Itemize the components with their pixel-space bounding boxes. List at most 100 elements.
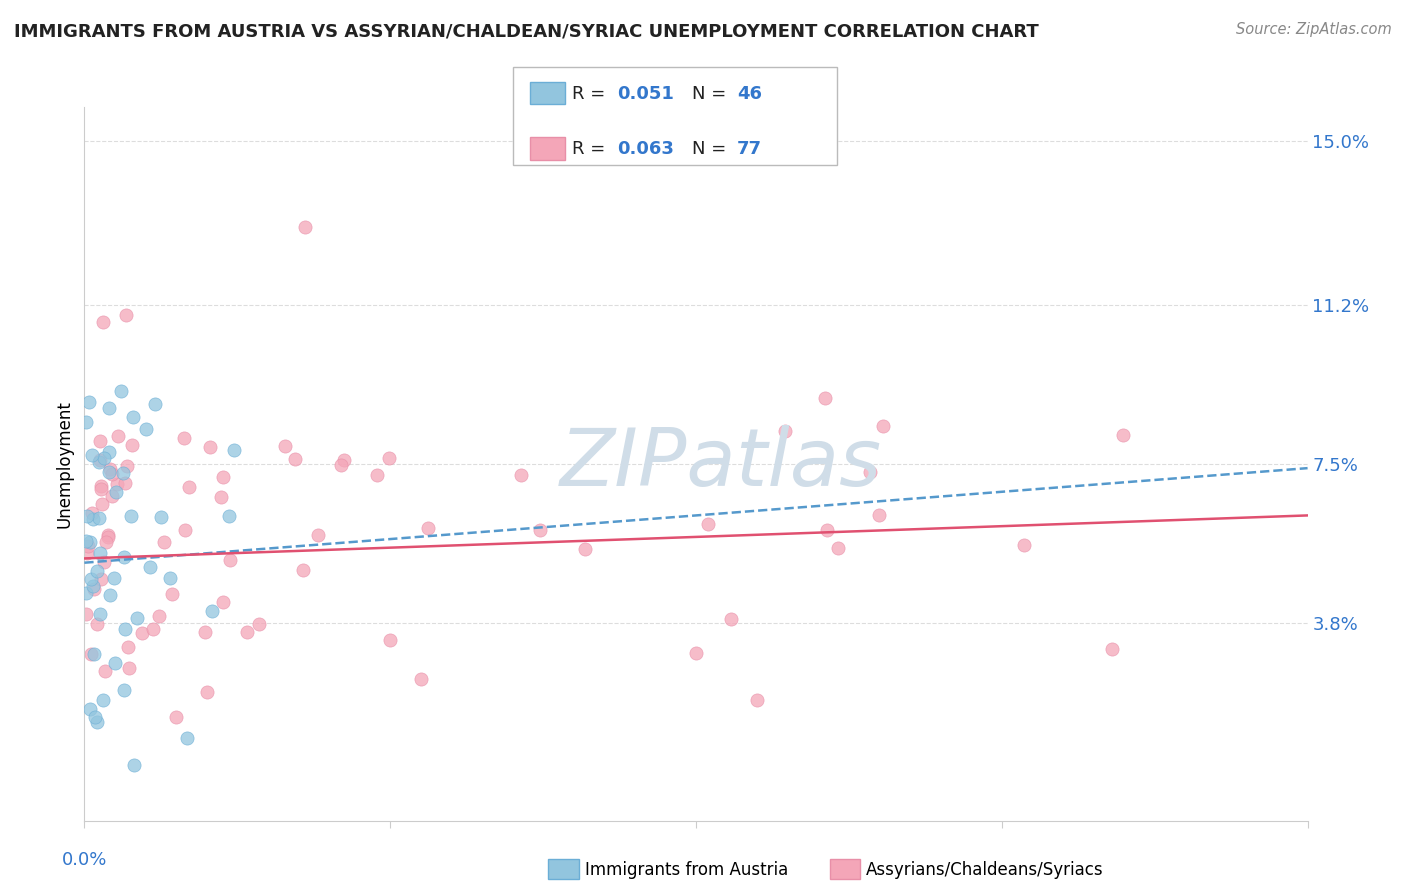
Text: Immigrants from Austria: Immigrants from Austria <box>585 861 789 879</box>
Point <box>380 633 402 648</box>
Point <box>89 546 111 560</box>
Point <box>107 429 129 443</box>
Point <box>529 523 551 537</box>
Point <box>120 509 142 524</box>
Point <box>121 438 143 452</box>
Point <box>135 422 157 436</box>
Point <box>143 397 166 411</box>
Point <box>218 508 240 523</box>
Point <box>274 439 297 453</box>
Point <box>307 527 329 541</box>
Point <box>75 534 97 549</box>
Point <box>103 571 125 585</box>
Point <box>93 450 115 465</box>
Point <box>90 482 112 496</box>
Point <box>97 530 120 544</box>
Text: R =: R = <box>572 85 612 103</box>
Point <box>82 579 104 593</box>
Point <box>83 648 105 662</box>
Text: Source: ZipAtlas.com: Source: ZipAtlas.com <box>1236 22 1392 37</box>
Point <box>294 220 316 235</box>
Point <box>89 511 111 525</box>
Point <box>86 617 108 632</box>
Point <box>224 442 246 457</box>
Point <box>153 534 176 549</box>
Text: ZIPatlas: ZIPatlas <box>560 425 882 503</box>
Point <box>1101 641 1123 656</box>
Point <box>112 549 135 564</box>
Point <box>75 586 97 600</box>
Point <box>685 646 707 660</box>
Point <box>76 546 98 560</box>
Point <box>75 415 97 429</box>
Point <box>869 508 891 523</box>
Point <box>330 458 353 472</box>
Point <box>89 434 111 448</box>
Point <box>235 625 257 640</box>
Point <box>97 528 120 542</box>
Point <box>333 453 356 467</box>
Point <box>82 512 104 526</box>
Point <box>82 448 104 462</box>
Point <box>98 465 121 479</box>
Point <box>101 467 124 482</box>
Point <box>75 607 97 622</box>
Point <box>815 523 838 537</box>
Point <box>827 541 849 555</box>
Text: N =: N = <box>692 85 731 103</box>
Point <box>98 462 121 476</box>
Point <box>114 622 136 636</box>
Text: 77: 77 <box>737 140 762 158</box>
Point <box>509 467 531 482</box>
Text: 0.0%: 0.0% <box>62 851 107 870</box>
Point <box>212 595 235 609</box>
Text: 0.051: 0.051 <box>617 85 673 103</box>
Point <box>219 553 242 567</box>
Point <box>409 672 432 686</box>
Text: 0.063: 0.063 <box>617 140 673 158</box>
Point <box>122 757 145 772</box>
Point <box>194 624 217 639</box>
Point <box>201 604 224 618</box>
Point <box>80 572 103 586</box>
Point <box>104 656 127 670</box>
Point <box>96 534 118 549</box>
Point <box>284 451 307 466</box>
Point <box>86 564 108 578</box>
Point <box>195 684 218 698</box>
Point <box>107 476 129 491</box>
Point <box>100 588 122 602</box>
Point <box>82 506 104 520</box>
Point <box>159 571 181 585</box>
Point <box>91 315 114 329</box>
Text: N =: N = <box>692 140 731 158</box>
Point <box>378 451 401 466</box>
Point <box>211 470 233 484</box>
Point <box>1012 538 1035 552</box>
Point <box>76 508 98 523</box>
Point <box>80 648 103 662</box>
Point <box>93 555 115 569</box>
Point <box>165 710 187 724</box>
Point <box>1112 428 1135 442</box>
Point <box>77 394 100 409</box>
Point <box>148 609 170 624</box>
Point <box>91 693 114 707</box>
Point <box>91 497 114 511</box>
Text: IMMIGRANTS FROM AUSTRIA VS ASSYRIAN/CHALDEAN/SYRIAC UNEMPLOYMENT CORRELATION CHA: IMMIGRANTS FROM AUSTRIA VS ASSYRIAN/CHAL… <box>14 22 1039 40</box>
Point <box>97 401 120 415</box>
Point <box>76 539 98 553</box>
Point <box>90 479 112 493</box>
Text: R =: R = <box>572 140 612 158</box>
Point <box>366 467 388 482</box>
Point <box>696 516 718 531</box>
Point <box>97 445 120 459</box>
Text: 46: 46 <box>737 85 762 103</box>
Text: Assyrians/Chaldeans/Syriacs: Assyrians/Chaldeans/Syriacs <box>866 861 1104 879</box>
Point <box>83 582 105 596</box>
Point <box>105 485 128 500</box>
Point <box>173 431 195 445</box>
Point <box>94 664 117 678</box>
Point <box>115 458 138 473</box>
Point <box>291 563 314 577</box>
